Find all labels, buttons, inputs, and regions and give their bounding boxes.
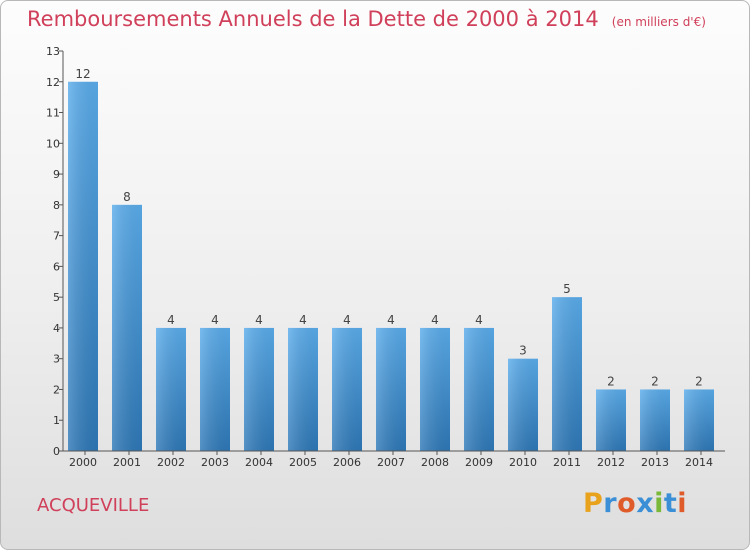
chart-title-text: Remboursements Annuels de la Dette de 20… [27, 7, 599, 31]
bar-value-label-2001: 8 [123, 190, 131, 204]
logo-letter: P [583, 488, 604, 519]
y-tick-label-7: 7 [53, 230, 60, 243]
bar-value-label-2010: 3 [519, 344, 527, 358]
bar-shade-2006 [332, 327, 362, 451]
y-tick-label-13: 13 [46, 45, 60, 58]
x-tick-label-2004: 2004 [245, 456, 273, 469]
bar-value-label-2014: 2 [695, 374, 703, 388]
y-tick-label-3: 3 [53, 353, 60, 366]
bar-value-label-2000: 12 [75, 67, 90, 81]
y-tick-label-4: 4 [53, 322, 60, 335]
bar-shade-2007 [376, 327, 406, 451]
y-tick-label-10: 10 [46, 137, 60, 150]
bar-shade-2009 [464, 327, 494, 451]
proxiti-logo[interactable]: Proxiti [583, 488, 687, 519]
bar-shade-2005 [288, 327, 318, 451]
y-tick-label-9: 9 [53, 168, 60, 181]
logo-letter: t [663, 488, 678, 519]
y-tick-label-5: 5 [53, 291, 60, 304]
x-tick-label-2006: 2006 [333, 456, 361, 469]
bar-value-label-2013: 2 [651, 374, 659, 388]
logo-letter: o [617, 488, 637, 519]
bar-shade-2012 [596, 389, 626, 451]
bar-shade-2002 [156, 327, 186, 451]
bar-value-label-2009: 4 [475, 313, 483, 327]
x-tick-label-2001: 2001 [113, 456, 141, 469]
logo-letter: i [677, 488, 688, 519]
y-tick-label-12: 12 [46, 76, 60, 89]
bar-shade-2004 [244, 327, 274, 451]
bar-value-label-2004: 4 [255, 313, 263, 327]
y-tick-label-8: 8 [53, 199, 60, 212]
logo-letter: r [603, 488, 618, 519]
y-tick-label-0: 0 [53, 445, 60, 458]
logo-letter: x [636, 488, 655, 519]
y-tick-label-2: 2 [53, 383, 60, 396]
bar-value-label-2008: 4 [431, 313, 439, 327]
bars-group: 12 8 4 4 4 4 4 4 4 4 3 5 2 2 2 [68, 67, 714, 452]
x-tick-label-2010: 2010 [509, 456, 537, 469]
bar-shade-2013 [640, 389, 670, 451]
bar-shade-2003 [200, 327, 230, 451]
x-tick-label-2008: 2008 [421, 456, 449, 469]
axes-group: 2000 2001 2002 2003 2004 2005 2006 2007 2008 2009… [46, 45, 725, 469]
bar-shade-2000 [68, 81, 98, 452]
x-tick-label-2000: 2000 [69, 456, 97, 469]
x-tick-label-2012: 2012 [597, 456, 625, 469]
x-tick-label-2007: 2007 [377, 456, 405, 469]
x-tick-label-2003: 2003 [201, 456, 229, 469]
bar-shade-2001 [112, 204, 142, 451]
logo-letter: i [654, 488, 664, 519]
bar-shade-2014 [684, 389, 714, 451]
x-tick-label-2011: 2011 [553, 456, 581, 469]
bar-value-label-2006: 4 [343, 313, 351, 327]
chart-subtitle: (en milliers d'€) [611, 15, 706, 29]
bar-shade-2011 [552, 297, 582, 451]
bar-value-label-2007: 4 [387, 313, 395, 327]
bar-value-label-2011: 5 [563, 282, 571, 296]
bar-value-label-2005: 4 [299, 313, 307, 327]
bar-value-label-2012: 2 [607, 374, 615, 388]
chart-title: Remboursements Annuels de la Dette de 20… [27, 7, 706, 31]
town-name: ACQUEVILLE [37, 495, 150, 516]
x-tick-label-2005: 2005 [289, 456, 317, 469]
y-tick-label-6: 6 [53, 260, 60, 273]
bar-shade-2010 [508, 358, 538, 451]
bar-value-label-2003: 4 [211, 313, 219, 327]
y-tick-label-1: 1 [53, 414, 60, 427]
x-tick-label-2009: 2009 [465, 456, 493, 469]
bar-value-label-2002: 4 [167, 313, 175, 327]
x-tick-label-2013: 2013 [641, 456, 669, 469]
x-tick-label-2002: 2002 [157, 456, 185, 469]
y-tick-label-11: 11 [46, 107, 60, 120]
x-tick-label-2014: 2014 [685, 456, 713, 469]
bar-shade-2008 [420, 327, 450, 451]
